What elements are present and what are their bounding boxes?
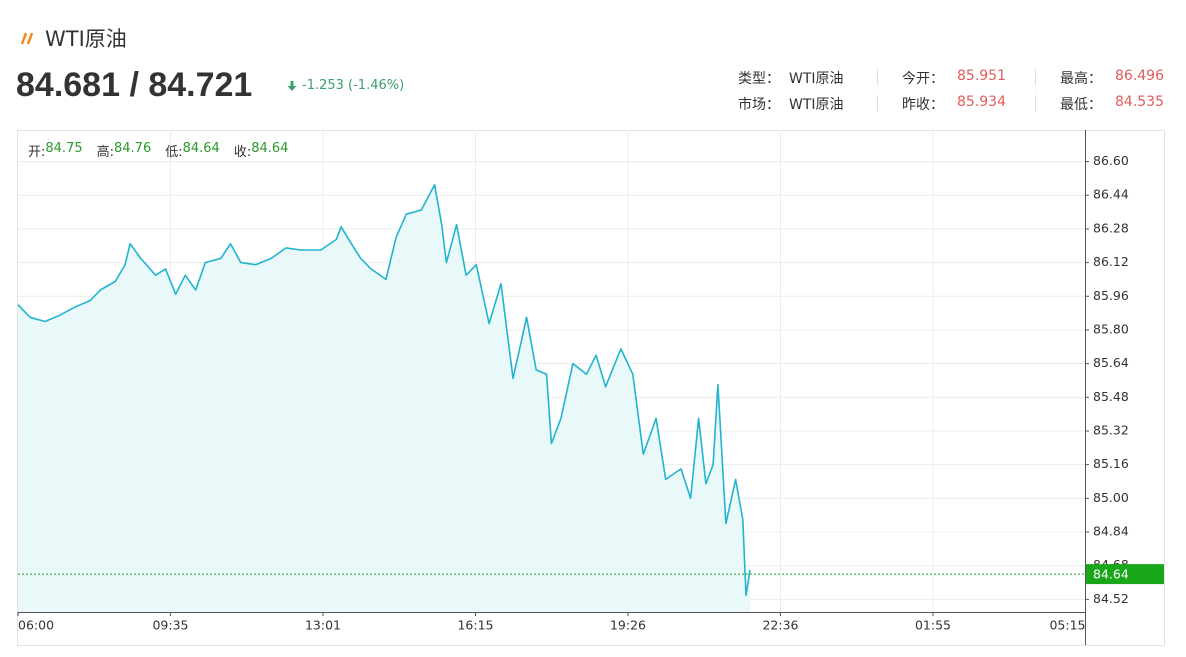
y-tick-label: 85.80 [1093,321,1129,336]
x-tick-label: 13:01 [305,618,341,633]
y-tick-label: 86.60 [1093,153,1129,168]
info-value: 85.951 [957,68,1006,84]
x-tick-label: 05:15 [1049,618,1085,633]
y-tick-label: 84.52 [1093,591,1129,606]
info-label: 今开： [902,71,944,87]
title-icon [20,32,34,45]
x-tick-label: 01:55 [915,618,951,633]
info-value: 86.496 [1115,68,1164,84]
price-change: -1.253 (-1.46%) [302,78,405,93]
info-value: 84.535 [1115,94,1164,110]
separator [877,95,878,111]
ohlc-value: 84.76 [114,141,152,156]
title: WTI原油 [45,27,127,51]
ohlc-value: 84.64 [251,141,289,156]
separator [1035,69,1036,85]
y-tick-label: 86.12 [1093,254,1129,269]
x-tick-label: 06:00 [18,618,54,633]
ohlc-value: 84.64 [182,141,220,156]
down-arrow [287,81,297,91]
info-value: 85.934 [957,94,1006,110]
x-tick-label: 19:26 [610,618,646,633]
y-tick-label: 85.48 [1093,389,1129,404]
ohlc-legend: 开: 84.75 高: 84.76 低: 84.64 收: 84.64 [28,141,302,160]
y-tick-label: 85.64 [1093,355,1129,370]
y-tick-label: 86.28 [1093,220,1129,235]
y-tick-label: 85.00 [1093,490,1129,505]
area [18,184,750,612]
ohlc-label: 高: [96,145,114,160]
last-price-label: 84.64 [1093,567,1129,582]
info-label: 类型： [738,71,780,87]
price: 84.681 / 84.721 [16,66,253,104]
info-label: 市场： [738,97,780,113]
y-tick-label: 85.32 [1093,422,1129,437]
y-tick-label: 85.96 [1093,288,1129,303]
ohlc-label: 开: [28,145,46,160]
price-line [17,183,751,596]
chart-frame [17,130,1165,646]
ohlc-value: 84.75 [45,141,83,156]
info-value: WTI原油 [789,71,844,87]
info-label: 昨收： [902,97,944,113]
ohlc-label: 低: [165,145,183,160]
info-label: 最低： [1060,97,1102,113]
separator [877,69,878,85]
y-tick-label: 86.44 [1093,187,1129,202]
y-tick-label: 84.84 [1093,524,1129,539]
x-tick-label: 16:15 [457,618,493,633]
x-tick-label: 09:35 [152,618,188,633]
info-value: WTI原油 [789,97,844,113]
info-label: 最高： [1060,71,1102,87]
y-tick-label: 85.16 [1093,456,1129,471]
x-tick-label: 22:36 [762,618,798,633]
separator [1035,95,1036,111]
last-price-tag [1086,564,1164,585]
ohlc-label: 收: [233,145,252,160]
